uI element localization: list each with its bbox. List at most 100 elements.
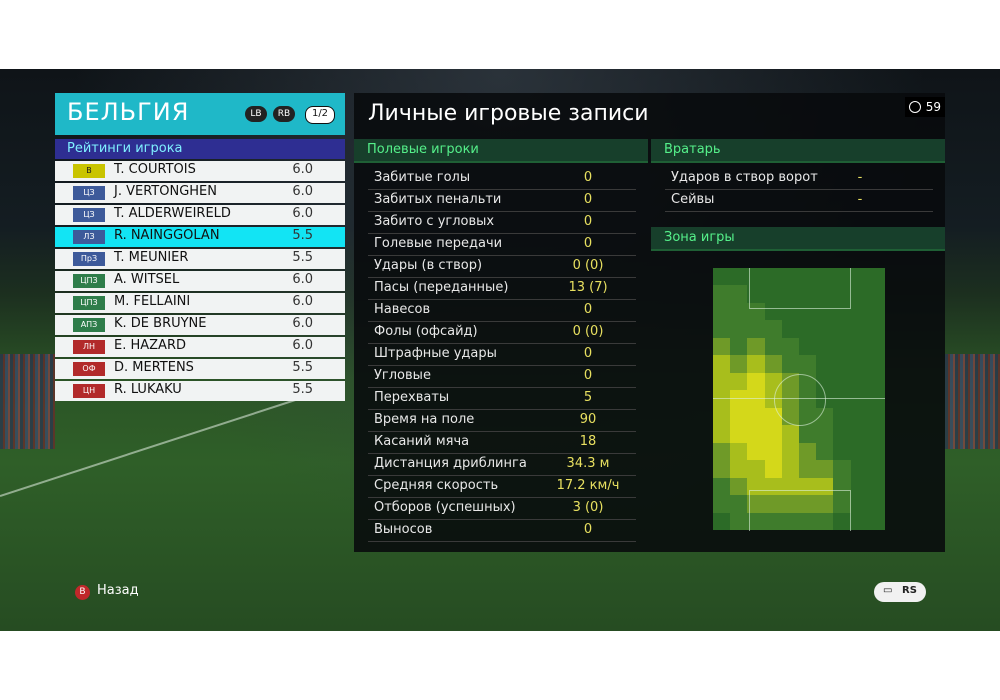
clock-value: 59 (925, 100, 941, 114)
stat-value: 0 (583, 368, 593, 383)
goalkeeper-header: Вратарь (651, 139, 945, 163)
stat-value: 18 (579, 434, 597, 449)
heatmap-cell (816, 355, 834, 373)
heatmap-cell (850, 268, 868, 286)
heatmap (713, 268, 885, 531)
stat-label: Забито с угловых (374, 214, 495, 229)
heatmap-cell (799, 320, 817, 338)
player-row[interactable]: ЦПЗ A. WITSEL 6.0 (55, 271, 345, 291)
stat-value: 13 (7) (568, 280, 608, 295)
stat-label: Угловые (374, 368, 431, 383)
player-row[interactable]: ОФ D. MERTENS 5.5 (55, 359, 345, 379)
stat-label: Время на поле (374, 412, 475, 427)
heatmap-cell (799, 460, 817, 478)
field-stats-list: Забитые голы 0 Забитых пенальти 0 Забито с у… (368, 168, 636, 542)
heatmap-cell (850, 355, 868, 373)
stat-row: Ударов в створ ворот - (665, 168, 933, 190)
heatmap-cell (833, 285, 851, 303)
stat-value: 34.3 м (566, 456, 610, 471)
heatmap-cell (833, 425, 851, 443)
heatmap-cell (867, 372, 885, 391)
stat-label: Дистанция дриблинга (374, 456, 527, 471)
stat-row: Угловые 0 (368, 366, 636, 388)
heatmap-cell (867, 495, 885, 513)
stat-label: Штрафные удары (374, 346, 497, 361)
heatmap-cell (799, 512, 817, 530)
heatmap-cell (781, 302, 799, 321)
stat-row: Перехваты 5 (368, 388, 636, 410)
heatmap-cell (816, 442, 834, 461)
team-header: БЕЛЬГИЯ LB RB 1/2 (55, 93, 345, 135)
stat-label: Фолы (офсайд) (374, 324, 478, 339)
stat-value: 90 (579, 412, 597, 427)
stat-value: 5 (583, 390, 593, 405)
heatmap-cell (816, 268, 834, 286)
heatmap-cell (816, 512, 834, 530)
position-badge: ЦЗ (73, 208, 105, 222)
heatmap-cell (747, 512, 765, 530)
heatmap-cell (833, 407, 851, 426)
player-rating: 5.5 (292, 228, 313, 243)
heatmap-cell (747, 355, 765, 373)
player-name: K. DE BRUYNE (114, 316, 207, 331)
player-rating: 5.5 (292, 360, 313, 375)
heatmap-cell (850, 302, 868, 321)
player-row[interactable]: В T. COURTOIS 6.0 (55, 161, 345, 181)
heatmap-cell (713, 495, 731, 513)
zone-label: Зона игры (664, 230, 735, 245)
heatmap-cell (747, 302, 765, 321)
heatmap-cell (764, 320, 782, 338)
heatmap-cell (833, 268, 851, 286)
rb-button-icon[interactable]: RB (273, 106, 295, 122)
heatmap-cell (713, 442, 731, 461)
player-name: A. WITSEL (114, 272, 180, 287)
stat-value: - (857, 170, 863, 185)
position-badge: ЦЗ (73, 186, 105, 200)
heatmap-cell (764, 442, 782, 461)
stadium-stand-right (945, 354, 1000, 449)
stat-row: Сейвы - (665, 190, 933, 212)
stat-value: - (857, 192, 863, 207)
stat-label: Отборов (успешных) (374, 500, 516, 515)
field-players-label: Полевые игроки (367, 142, 479, 157)
heatmap-cell (713, 460, 731, 478)
player-row[interactable]: ЦПЗ M. FELLAINI 6.0 (55, 293, 345, 313)
rs-button[interactable]: ▭ RS (874, 582, 926, 602)
player-row[interactable]: ЛН E. HAZARD 6.0 (55, 337, 345, 357)
heatmap-cell (747, 460, 765, 478)
player-row[interactable]: ЦЗ J. VERTONGHEN 6.0 (55, 183, 345, 203)
heatmap-cell (816, 302, 834, 321)
center-circle (774, 374, 826, 426)
position-badge: ЛЗ (73, 230, 105, 244)
stat-label: Пасы (переданные) (374, 280, 509, 295)
heatmap-cell (764, 268, 782, 286)
heatmap-cell (833, 302, 851, 321)
heatmap-cell (730, 337, 748, 356)
heatmap-cell (781, 355, 799, 373)
heatmap-cell (833, 495, 851, 513)
heatmap-cell (747, 320, 765, 338)
heatmap-cell (781, 425, 799, 443)
player-rating: 6.0 (292, 162, 313, 177)
heatmap-cell (867, 320, 885, 338)
heatmap-cell (730, 460, 748, 478)
player-row[interactable]: ПрЗ T. MEUNIER 5.5 (55, 249, 345, 269)
player-name: T. ALDERWEIRELD (114, 206, 231, 221)
heatmap-cell (713, 268, 731, 286)
player-row[interactable]: АПЗ K. DE BRUYNE 6.0 (55, 315, 345, 335)
heatmap-cell (713, 337, 731, 356)
heatmap-cell (850, 372, 868, 391)
heatmap-cell (781, 337, 799, 356)
player-row[interactable]: ЦЗ T. ALDERWEIRELD 6.0 (55, 205, 345, 225)
heatmap-cell (747, 337, 765, 356)
zone-header: Зона игры (651, 227, 945, 251)
heatmap-cell (850, 285, 868, 303)
heatmap-cell (747, 407, 765, 426)
heatmap-cell (781, 285, 799, 303)
bottom-penalty-box (749, 490, 851, 531)
heatmap-cell (764, 285, 782, 303)
lb-button-icon[interactable]: LB (245, 106, 267, 122)
player-row[interactable]: ЛЗ R. NAINGGOLAN 5.5 (55, 227, 345, 247)
player-rating: 5.5 (292, 382, 313, 397)
player-row[interactable]: ЦН R. LUKAKU 5.5 (55, 381, 345, 401)
